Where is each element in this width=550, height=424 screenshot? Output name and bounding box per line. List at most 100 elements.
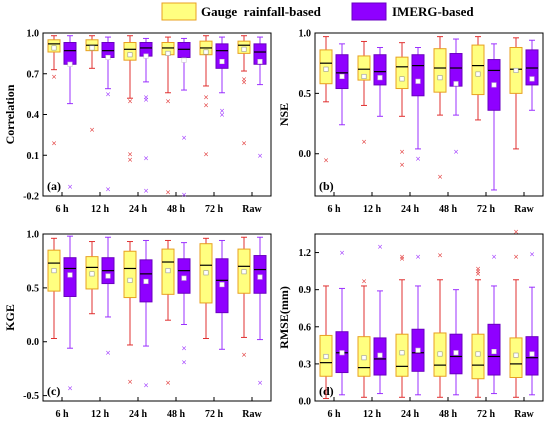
box-iqr <box>123 250 137 299</box>
outlier-marker: × <box>339 249 345 257</box>
panel-label: (b) <box>319 179 334 193</box>
box-gauge: ×× <box>47 35 61 148</box>
y-axis-label: KGE <box>3 304 17 331</box>
x-tick-label: 12 h <box>91 204 110 215</box>
box-iqr <box>63 42 77 65</box>
box-imerg: × <box>253 236 267 387</box>
box-imerg: × <box>139 239 153 389</box>
mean-marker <box>181 275 187 281</box>
outlier-marker: × <box>143 96 149 104</box>
x-tick-label: 24 h <box>401 204 420 215</box>
y-tick-label: 0.9 <box>299 285 312 296</box>
mean-marker <box>143 53 149 59</box>
mean-marker <box>257 274 263 280</box>
x-tick-label: 48 h <box>167 409 186 420</box>
box-iqr <box>123 42 137 61</box>
mean-marker <box>399 350 405 356</box>
y-tick-label: 0.6 <box>299 322 312 333</box>
legend-label-gauge: Gauge rainfall-based <box>201 4 322 19</box>
outlier-marker: × <box>361 278 367 286</box>
box-imerg: ×× <box>177 37 191 199</box>
box-iqr <box>177 42 191 58</box>
outlier-marker: × <box>181 359 187 367</box>
mean-marker <box>475 351 481 357</box>
x-tick-label: Raw <box>514 409 534 420</box>
outlier-marker: × <box>241 76 247 84</box>
outlier-marker: × <box>67 183 73 191</box>
mean-marker <box>529 351 535 357</box>
mean-marker <box>105 273 111 279</box>
box-gauge: ×× <box>509 228 523 398</box>
box-gauge <box>85 241 99 315</box>
outlier-marker: × <box>513 253 519 261</box>
box-imerg: × <box>63 235 77 393</box>
outlier-marker: × <box>143 93 149 101</box>
mean-marker <box>529 76 535 82</box>
box-gauge <box>471 36 485 121</box>
box-iqr <box>525 49 539 86</box>
mean-marker <box>339 73 345 79</box>
y-tick-label: 1.0 <box>299 29 312 40</box>
box-gauge: × <box>319 36 333 164</box>
box-iqr <box>433 48 447 93</box>
legend-label-imerg: IMERG-based <box>392 4 474 19</box>
mean-marker <box>219 59 225 65</box>
box-imerg: × <box>101 236 115 357</box>
box-iqr <box>215 43 229 69</box>
outlier-marker: × <box>143 154 149 162</box>
mean-marker <box>491 82 497 88</box>
y-tick-label: 0.3 <box>299 359 312 370</box>
mean-marker <box>127 52 133 58</box>
outlier-marker: × <box>437 252 443 260</box>
y-tick-label: 0.5 <box>27 283 40 294</box>
outlier-marker: × <box>475 270 481 278</box>
outlier-marker: × <box>377 243 383 251</box>
x-tick-label: Raw <box>514 204 534 215</box>
box-gauge: × <box>237 236 251 359</box>
box-gauge: × <box>123 241 137 386</box>
outlier-marker: × <box>453 148 459 156</box>
box-gauge: ××× <box>123 35 137 164</box>
y-tick-label: 0.7 <box>27 69 40 80</box>
box-gauge: × <box>433 252 447 398</box>
box-imerg <box>373 46 387 117</box>
mean-marker <box>105 54 111 60</box>
y-axis-label: RMSE(mm) <box>277 286 291 349</box>
mean-marker <box>51 268 57 274</box>
mean-marker <box>67 272 73 278</box>
box-imerg: × <box>487 253 501 395</box>
y-tick-label: 0.0 <box>27 337 40 348</box>
outlier-marker: × <box>399 148 405 156</box>
outlier-marker: × <box>89 126 95 134</box>
axes-frame <box>314 233 544 402</box>
mean-marker <box>181 57 187 63</box>
axes-frame <box>42 233 272 402</box>
y-tick-label: 1.0 <box>27 230 40 241</box>
y-tick-label: 0.4 <box>27 110 40 121</box>
mean-marker <box>257 59 263 65</box>
box-gauge: ××× <box>199 35 213 158</box>
outlier-marker: × <box>105 186 111 194</box>
outlier-marker: × <box>105 349 111 357</box>
outlier-marker: × <box>51 73 57 81</box>
box-imerg: × <box>253 36 267 160</box>
box-gauge <box>47 237 61 340</box>
mean-marker <box>437 75 443 81</box>
mean-marker <box>437 351 443 357</box>
outlier-marker: × <box>181 191 187 199</box>
outlier-marker: × <box>219 111 225 119</box>
y-tick-label: -0.2 <box>23 192 39 203</box>
outlier-marker: × <box>529 250 535 258</box>
panel-label: (a) <box>47 179 61 193</box>
x-tick-label: 6 h <box>327 409 341 420</box>
mean-marker <box>67 61 73 67</box>
x-tick-label: 24 h <box>129 409 148 420</box>
mean-marker <box>203 270 209 276</box>
mean-marker <box>491 349 497 355</box>
box-imerg: × <box>63 35 77 191</box>
box-gauge: × <box>433 36 447 181</box>
x-tick-label: 72 h <box>477 409 496 420</box>
box-gauge: ×× <box>161 36 175 196</box>
